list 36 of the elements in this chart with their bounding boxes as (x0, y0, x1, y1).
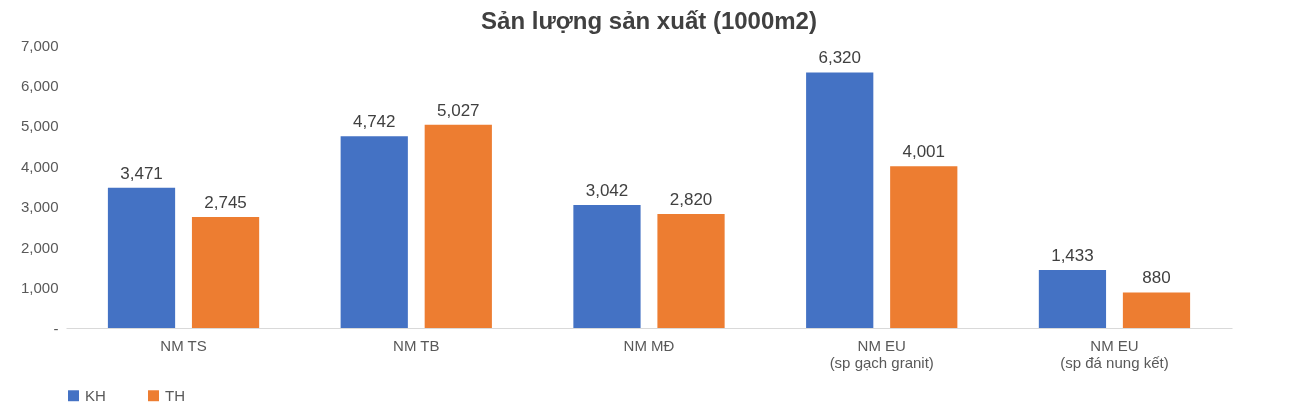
x-tick-label: NM TS (160, 336, 207, 354)
x-tick-label: NM EU (sp gạch granit) (829, 336, 934, 371)
legend-label: TH (165, 386, 185, 404)
y-tick-label: - (53, 319, 59, 337)
data-label: 2,745 (204, 193, 247, 213)
y-tick-label: 3,000 (20, 198, 59, 216)
data-label: 3,042 (585, 181, 629, 201)
y-tick-label: 1,000 (20, 279, 59, 297)
data-label: 6,320 (818, 48, 861, 68)
bar (340, 136, 408, 328)
x-tick-label: NM EU (sp đá nung kết) (1060, 336, 1169, 371)
bar (573, 205, 641, 328)
data-label: 4,001 (902, 142, 946, 162)
y-tick-label: 4,000 (20, 157, 59, 175)
y-tick-label: 6,000 (20, 76, 59, 94)
data-label: 2,820 (669, 189, 713, 209)
x-tick-label: NM MĐ (623, 336, 675, 354)
bar (806, 72, 874, 328)
legend-label: KH (85, 386, 106, 404)
bar (657, 213, 725, 328)
chart-title: Sản lượng sản xuất (1000m2) (481, 7, 817, 34)
bar (1122, 292, 1191, 328)
bar (424, 124, 492, 328)
bar (191, 217, 260, 328)
bar (107, 187, 176, 328)
bar (1038, 270, 1107, 328)
data-label: 4,742 (352, 112, 396, 132)
y-tick-label: 2,000 (20, 238, 59, 256)
y-tick-label: 5,000 (20, 117, 59, 135)
x-tick-label: NM TB (393, 336, 440, 354)
data-label: 1,433 (1051, 246, 1094, 266)
data-label: 880 (1142, 268, 1171, 288)
data-label: 5,027 (437, 100, 480, 120)
y-tick-label: 7,000 (20, 36, 59, 54)
data-label: 3,471 (120, 163, 163, 183)
bar (890, 166, 958, 328)
